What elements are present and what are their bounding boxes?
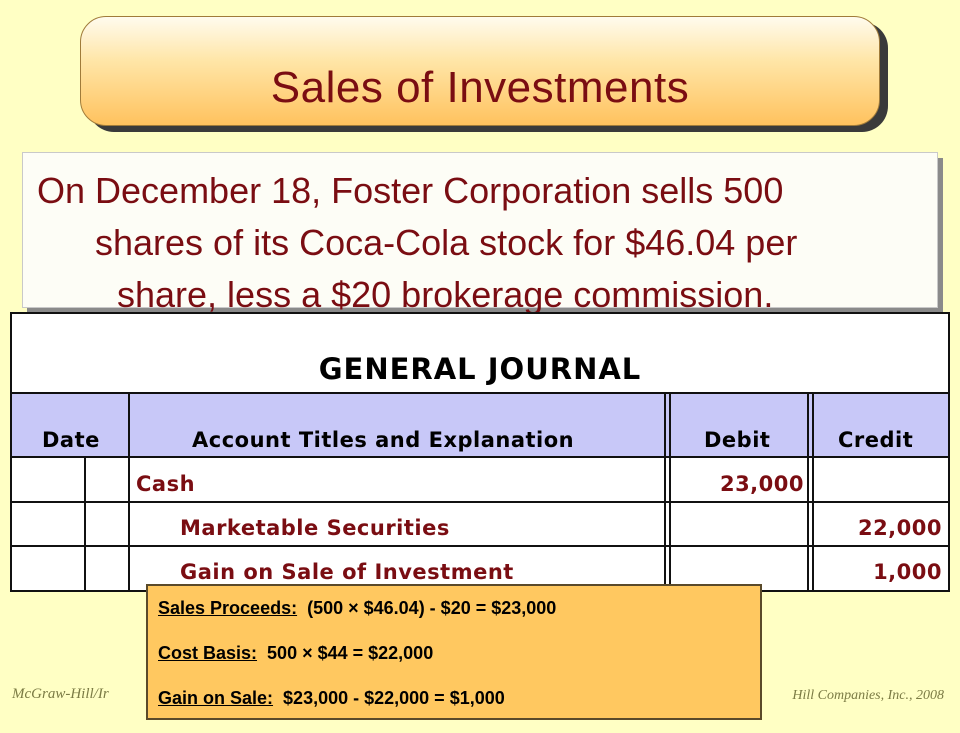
row-divider — [12, 501, 948, 503]
header-account: Account Titles and Explanation — [192, 428, 575, 452]
row-divider — [12, 545, 948, 547]
calc-line-cost-basis: Cost Basis: 500 × $44 = $22,000 — [158, 643, 760, 688]
title-box: Sales of Investments — [80, 16, 880, 126]
slide-title: Sales of Investments — [270, 63, 690, 112]
description-line-2: shares of its Coca-Cola stock for $46.04… — [95, 222, 798, 263]
description-line-1: On December 18, Foster Corporation sells… — [37, 170, 784, 211]
divider — [664, 392, 666, 592]
row-2-credit: 22,000 — [857, 516, 942, 540]
calc-label: Cost Basis: — [158, 643, 258, 663]
row-2-account: Marketable Securities — [180, 516, 450, 540]
calc-label: Sales Proceeds: — [158, 598, 298, 618]
row-1-debit: 23,000 — [719, 472, 804, 496]
divider — [669, 392, 671, 592]
calc-text: (500 × $46.04) - $20 = $23,000 — [307, 598, 557, 618]
header-credit: Credit — [838, 428, 914, 452]
calc-label: Gain on Sale: — [158, 688, 274, 708]
calc-line-sales-proceeds: Sales Proceeds: (500 × $46.04) - $20 = $… — [158, 598, 760, 643]
divider — [128, 458, 130, 592]
description-box: On December 18, Foster Corporation sells… — [22, 152, 938, 315]
divider — [128, 392, 130, 458]
footer-publisher: McGraw-Hill/Ir — [12, 686, 109, 702]
divider — [807, 392, 809, 592]
description-line-3: share, less a $20 brokerage commission. — [117, 274, 774, 315]
calc-text: 500 × $44 = $22,000 — [267, 643, 434, 663]
journal-header: Date Account Titles and Explanation Debi… — [12, 392, 948, 458]
header-debit: Debit — [704, 428, 771, 452]
calculation-box: Sales Proceeds: (500 × $46.04) - $20 = $… — [146, 584, 762, 720]
calc-text: $23,000 - $22,000 = $1,000 — [283, 688, 505, 708]
row-3-account: Gain on Sale of Investment — [180, 560, 514, 584]
calc-line-gain-on-sale: Gain on Sale: $23,000 - $22,000 = $1,000 — [158, 688, 760, 733]
divider — [812, 392, 814, 592]
row-1-account: Cash — [136, 472, 196, 496]
row-3-credit: 1,000 — [873, 560, 942, 584]
header-date: Date — [42, 428, 100, 452]
general-journal-table: GENERAL JOURNAL Date Account Titles and … — [10, 312, 950, 592]
footer-copyright: Hill Companies, Inc., 2008 — [792, 688, 944, 703]
divider — [84, 458, 86, 592]
journal-title: GENERAL JOURNAL — [318, 352, 642, 386]
